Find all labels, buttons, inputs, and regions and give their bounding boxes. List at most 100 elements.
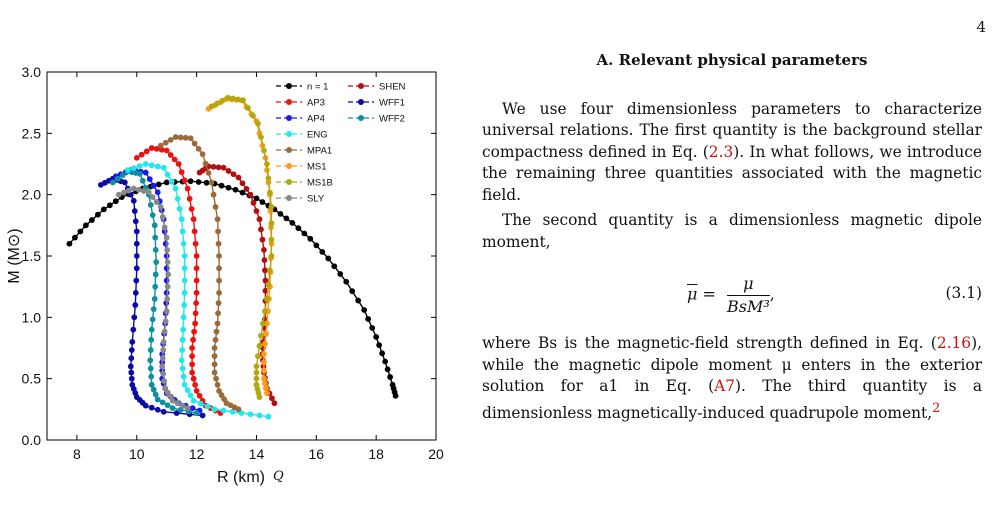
- series-marker: [260, 320, 266, 327]
- series-marker: [215, 240, 222, 247]
- legend-label: MS1: [307, 162, 327, 173]
- series-marker: [214, 381, 221, 388]
- series-marker: [147, 347, 154, 353]
- series-marker: [195, 145, 202, 152]
- series-marker: [83, 222, 89, 229]
- series-marker: [262, 341, 268, 347]
- legend-label: MS1B: [307, 178, 333, 189]
- eq-ref-2-16[interactable]: 2.16: [936, 334, 972, 352]
- series-marker: [180, 373, 187, 380]
- legend-entry: WFF2: [348, 114, 405, 125]
- mass-radius-chart: 8 10 12 14 16 18 20 0.0 0.5 1.0 1.5 2.0 2.5 3.0 n = 1…: [6, 64, 444, 486]
- series-marker: [132, 302, 139, 308]
- series-marker: [163, 147, 170, 154]
- series-marker: [210, 191, 217, 198]
- series-line: [127, 163, 269, 418]
- series-marker: [255, 353, 261, 360]
- series-marker: [289, 219, 296, 226]
- paragraph-2: The second quantity is a dimensionless m…: [482, 211, 982, 251]
- series-marker: [239, 180, 246, 187]
- series-marker: [264, 320, 270, 327]
- series-marker: [133, 253, 140, 259]
- series-marker: [177, 134, 184, 141]
- series-marker: [355, 297, 362, 304]
- series-marker: [167, 152, 174, 158]
- series-marker: [133, 277, 140, 284]
- series-marker: [211, 353, 218, 360]
- series-marker: [100, 206, 107, 213]
- eq-equals: =: [697, 284, 721, 304]
- series-marker: [187, 392, 194, 399]
- series-marker: [133, 154, 140, 161]
- series-marker: [230, 171, 237, 178]
- series-marker: [139, 177, 146, 184]
- series-marker: [253, 369, 260, 376]
- series-marker: [250, 112, 256, 119]
- series-marker: [125, 187, 132, 194]
- series-marker: [160, 347, 167, 353]
- series-marker: [250, 199, 257, 206]
- series-marker: [337, 271, 344, 277]
- series-marker: [220, 407, 227, 414]
- series-marker: [176, 206, 183, 212]
- eq-ref-a7[interactable]: A7: [714, 377, 736, 395]
- footnote-2[interactable]: 2: [932, 400, 941, 416]
- series-marker: [160, 338, 167, 345]
- series-marker: [192, 310, 199, 317]
- series-marker: [181, 289, 188, 296]
- series-marker: [261, 147, 267, 154]
- y-tick-label: 1.0: [22, 309, 42, 325]
- series-n-1: [66, 178, 399, 399]
- series-marker: [127, 363, 134, 370]
- legend-label: WFF1: [379, 98, 405, 109]
- paragraph-1-end: ). In what follows, we introduce the rem…: [482, 142, 982, 204]
- series-marker: [265, 281, 272, 288]
- series-marker: [193, 300, 200, 306]
- x-tick-label: 18: [368, 446, 384, 462]
- eq-ref-2-3[interactable]: 2.3: [708, 142, 734, 161]
- series-marker: [262, 277, 269, 284]
- series-marker: [88, 217, 95, 223]
- series-marker: [128, 369, 135, 376]
- series-marker: [190, 216, 197, 223]
- series-marker: [262, 380, 268, 387]
- series-marker: [148, 404, 155, 411]
- series-marker: [205, 170, 212, 176]
- series-marker: [152, 391, 159, 398]
- series-marker: [112, 198, 119, 205]
- series-marker: [373, 334, 380, 340]
- series-marker: [163, 234, 170, 241]
- series-marker: [136, 163, 143, 169]
- series-marker: [163, 308, 170, 315]
- series-marker: [243, 186, 250, 192]
- legend-marker: [286, 147, 292, 153]
- series-marker: [159, 355, 166, 362]
- series-marker: [161, 378, 168, 385]
- series-marker: [152, 283, 159, 290]
- series-marker: [164, 296, 171, 302]
- series-marker: [225, 94, 231, 101]
- series-marker: [214, 216, 221, 223]
- series-marker: [229, 408, 236, 415]
- series-marker: [159, 399, 166, 406]
- series-marker: [369, 325, 376, 331]
- series-eng: [124, 161, 272, 420]
- series-marker: [152, 246, 159, 253]
- legend-label: AP3: [307, 98, 325, 109]
- series-marker: [262, 308, 268, 315]
- legend-marker: [286, 195, 292, 201]
- legend-marker: [286, 179, 292, 185]
- series-marker: [140, 188, 147, 194]
- series-marker: [129, 338, 136, 345]
- legend-entry: MS1: [276, 162, 327, 173]
- eq-comma: ,: [769, 284, 775, 304]
- legend-label: ENG: [307, 130, 328, 141]
- series-marker: [160, 164, 167, 171]
- series-marker: [295, 225, 302, 232]
- series-marker: [192, 381, 199, 388]
- paragraph-3: where Bs is the magnetic-field strength …: [482, 333, 982, 424]
- series-marker: [193, 265, 200, 272]
- series-marker: [148, 336, 155, 343]
- y-tick-label: 2.0: [22, 187, 42, 203]
- series-marker: [180, 314, 187, 321]
